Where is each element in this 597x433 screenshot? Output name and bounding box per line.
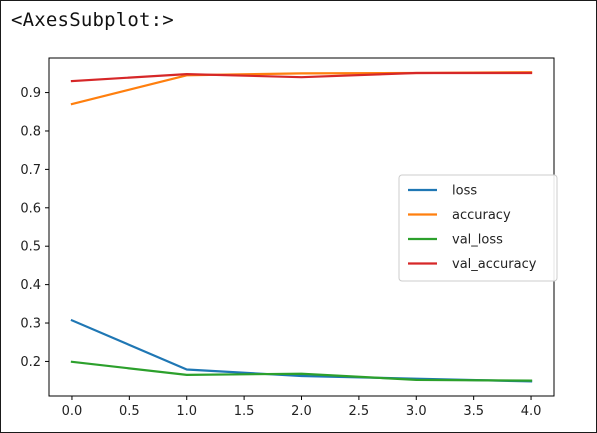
legend-label-loss: loss <box>452 184 477 199</box>
y-tick-label: 0.3 <box>20 317 41 332</box>
legend-label-val-accuracy: val_accuracy <box>452 257 537 272</box>
x-tick-label: 2.0 <box>291 404 312 419</box>
plot-area <box>70 71 533 383</box>
legend-label-accuracy: accuracy <box>452 208 511 223</box>
y-tick-label: 0.8 <box>20 124 41 139</box>
y-tick-label: 0.7 <box>20 163 41 178</box>
x-tick-label: 1.5 <box>234 404 255 419</box>
legend-box <box>398 174 558 282</box>
x-tick-label: 3.0 <box>406 404 427 419</box>
y-tick-label: 0.2 <box>20 355 41 370</box>
axes-repr-text: <AxesSubplot:> <box>11 9 174 31</box>
y-tick-label: 0.5 <box>20 240 41 255</box>
y-tick-label: 0.4 <box>20 278 41 293</box>
y-tick-label: 0.6 <box>20 201 41 216</box>
x-tick-label: 1.0 <box>176 404 197 419</box>
series-line-loss <box>70 318 533 383</box>
y-tick-label: 0.9 <box>20 86 41 101</box>
series-line-val-loss <box>70 360 533 382</box>
series-line-val-accuracy <box>70 71 533 83</box>
x-tick-label: 0.0 <box>62 404 83 419</box>
x-tick-label: 0.5 <box>119 404 140 419</box>
legend-label-val-loss: val_loss <box>452 233 503 248</box>
x-tick-label: 2.5 <box>349 404 370 419</box>
x-tick-label: 3.5 <box>463 404 484 419</box>
legend: loss accuracy val_loss val_accuracy <box>398 174 558 282</box>
x-tick-label: 4.0 <box>521 404 542 419</box>
axes: 0.0 0.5 1.0 1.5 2.0 2.5 3.0 3.5 4.0 0.2 0.3 0.4 0.5 0… <box>20 57 555 419</box>
